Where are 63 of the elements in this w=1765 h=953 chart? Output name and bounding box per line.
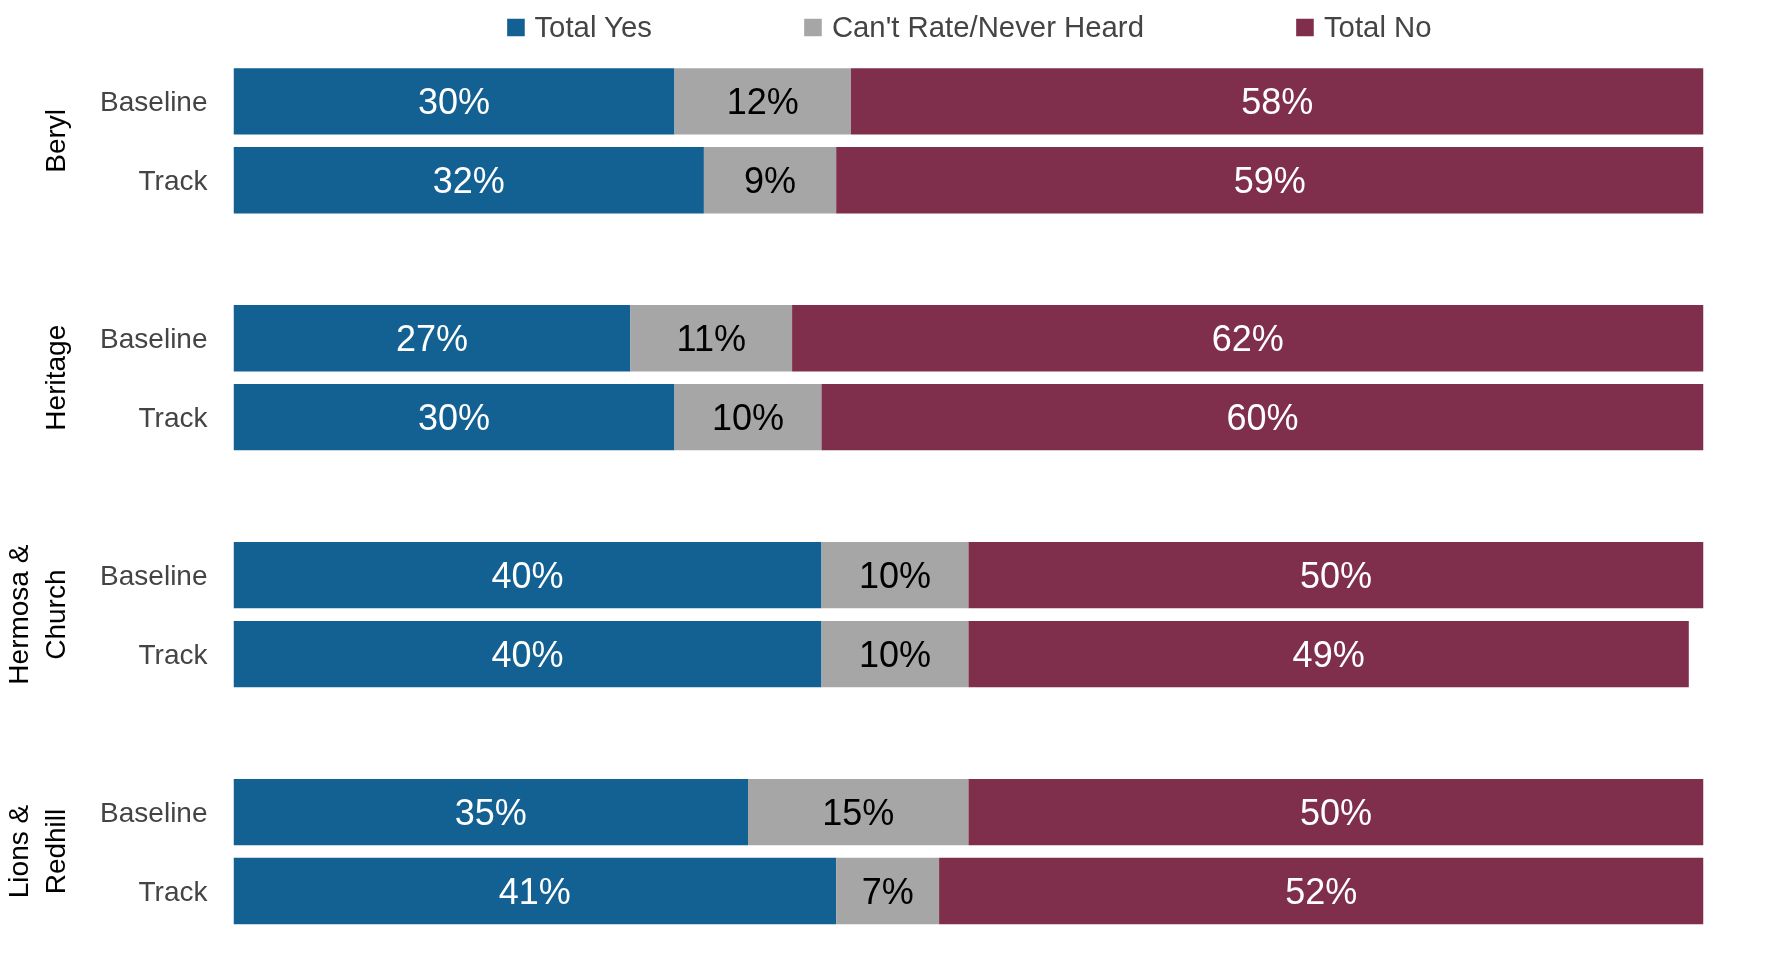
bar (630, 305, 793, 372)
data-label: 15% (822, 791, 895, 833)
bar (939, 857, 1704, 925)
data-label: 9% (744, 159, 797, 201)
data-label: 59% (1233, 159, 1306, 201)
bar (836, 857, 940, 925)
data-label: 50% (1299, 791, 1373, 833)
bar (748, 778, 969, 846)
bar (850, 68, 1704, 135)
data-label: 30% (417, 80, 491, 122)
bar (703, 147, 837, 214)
data-label: 40% (491, 633, 564, 675)
data-label: 32% (432, 159, 505, 201)
y-tick-label: Baseline (100, 796, 208, 828)
bar (233, 778, 748, 846)
data-label: 10% (711, 396, 785, 438)
data-label: 10% (858, 633, 932, 675)
bar (233, 68, 675, 135)
bar (792, 305, 1704, 372)
data-label: 40% (491, 554, 564, 596)
text: Beryl (40, 108, 72, 173)
y-tick-label: Baseline (100, 85, 208, 117)
bar (233, 384, 675, 451)
data-label: 52% (1285, 870, 1358, 912)
y-tick-label: Track (138, 164, 209, 196)
data-label: 10% (858, 554, 932, 596)
data-label: 35% (454, 791, 527, 833)
bar (968, 541, 1704, 609)
bar (968, 778, 1704, 846)
bar (233, 147, 704, 214)
data-label: 41% (498, 870, 571, 912)
y-tick-label: Track (138, 875, 209, 907)
y-tick-label: Baseline (100, 322, 208, 354)
legend-label: Total Yes (534, 10, 652, 44)
data-label: 12% (726, 80, 799, 122)
bar (821, 541, 969, 609)
bar (821, 384, 1704, 451)
text: Heritage (40, 324, 72, 431)
bar (968, 620, 1689, 688)
legend-label: Total No (1323, 10, 1432, 44)
bar (836, 147, 1704, 214)
y-tick-label: Track (138, 638, 209, 670)
data-label: 50% (1299, 554, 1373, 596)
bar (233, 541, 822, 609)
data-label: 58% (1241, 80, 1314, 122)
y-tick-label: Track (138, 401, 209, 433)
bar (233, 857, 837, 925)
bar (821, 620, 969, 688)
bar (674, 68, 851, 135)
data-label: 11% (676, 317, 746, 359)
bar (674, 384, 822, 451)
data-label: 7% (861, 870, 914, 912)
data-label: 60% (1226, 396, 1299, 438)
text: Hermosa & Church (3, 544, 72, 685)
text: Lions & Redhill (3, 804, 72, 899)
legend-label: Can't Rate/Never Heard (831, 10, 1144, 44)
bar (233, 620, 822, 688)
y-tick-label: Baseline (100, 559, 208, 591)
data-label: 27% (395, 317, 468, 359)
data-label: 49% (1292, 633, 1365, 675)
bar (233, 305, 631, 372)
data-label: 62% (1211, 317, 1284, 359)
data-label: 30% (417, 396, 491, 438)
